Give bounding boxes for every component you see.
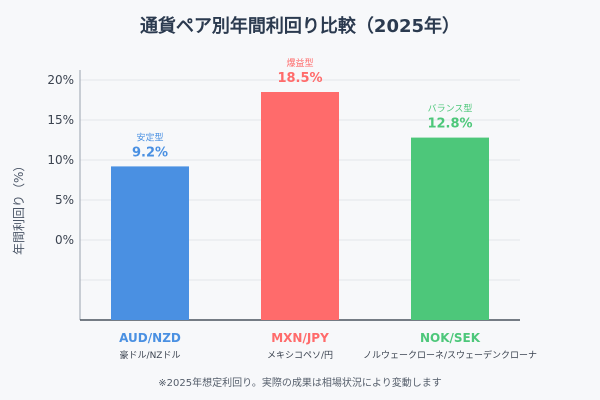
x-tick-label: AUD/NZD [119,331,181,345]
data-label: 9.2% [132,145,168,160]
x-tick-label: MXN/JPY [271,331,329,345]
chart-title: 通貨ペア別年間利回り比較（2025年） [139,16,461,37]
data-label: 12.8% [427,117,472,132]
x-tick-sublabel: 豪ドル/NZドル [120,349,181,361]
bar-risk-label: 安定型 [136,131,163,143]
y-tick-label: 10% [47,153,74,167]
x-tick-label: NOK/SEK [420,331,481,345]
y-tick-label: 20% [47,73,74,87]
data-label: 18.5% [277,71,322,86]
x-tick-sublabel: ノルウェークローネ/スウェーデンクローナ [363,349,537,361]
y-tick-label: 15% [47,113,74,127]
bar-aud-nzd [111,166,189,320]
chart-footnote: ※2025年想定利回り。実際の成果は相場状況により変動します [158,378,442,389]
y-tick-label: 0% [55,233,74,247]
bar-risk-label: バランス型 [428,104,473,115]
bar-risk-label: 爆益型 [286,57,313,69]
y-tick-label: 5% [55,193,74,207]
x-tick-sublabel: メキシコペソ/円 [267,350,333,361]
bar-mxn-jpy [261,92,339,320]
bar-nok-sek [411,137,489,320]
